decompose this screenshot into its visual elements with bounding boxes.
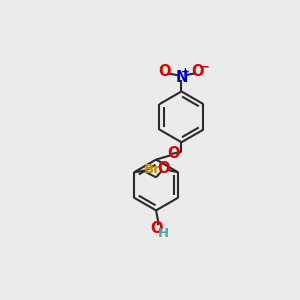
Text: H: H — [158, 227, 169, 240]
Text: −: − — [199, 61, 210, 74]
Text: O: O — [150, 221, 163, 236]
Text: +: + — [181, 68, 190, 77]
Text: O: O — [167, 146, 180, 161]
Text: O: O — [191, 64, 204, 79]
Text: Br: Br — [144, 163, 161, 176]
Text: O: O — [157, 161, 170, 176]
Text: N: N — [175, 70, 188, 85]
Text: O: O — [159, 64, 171, 79]
